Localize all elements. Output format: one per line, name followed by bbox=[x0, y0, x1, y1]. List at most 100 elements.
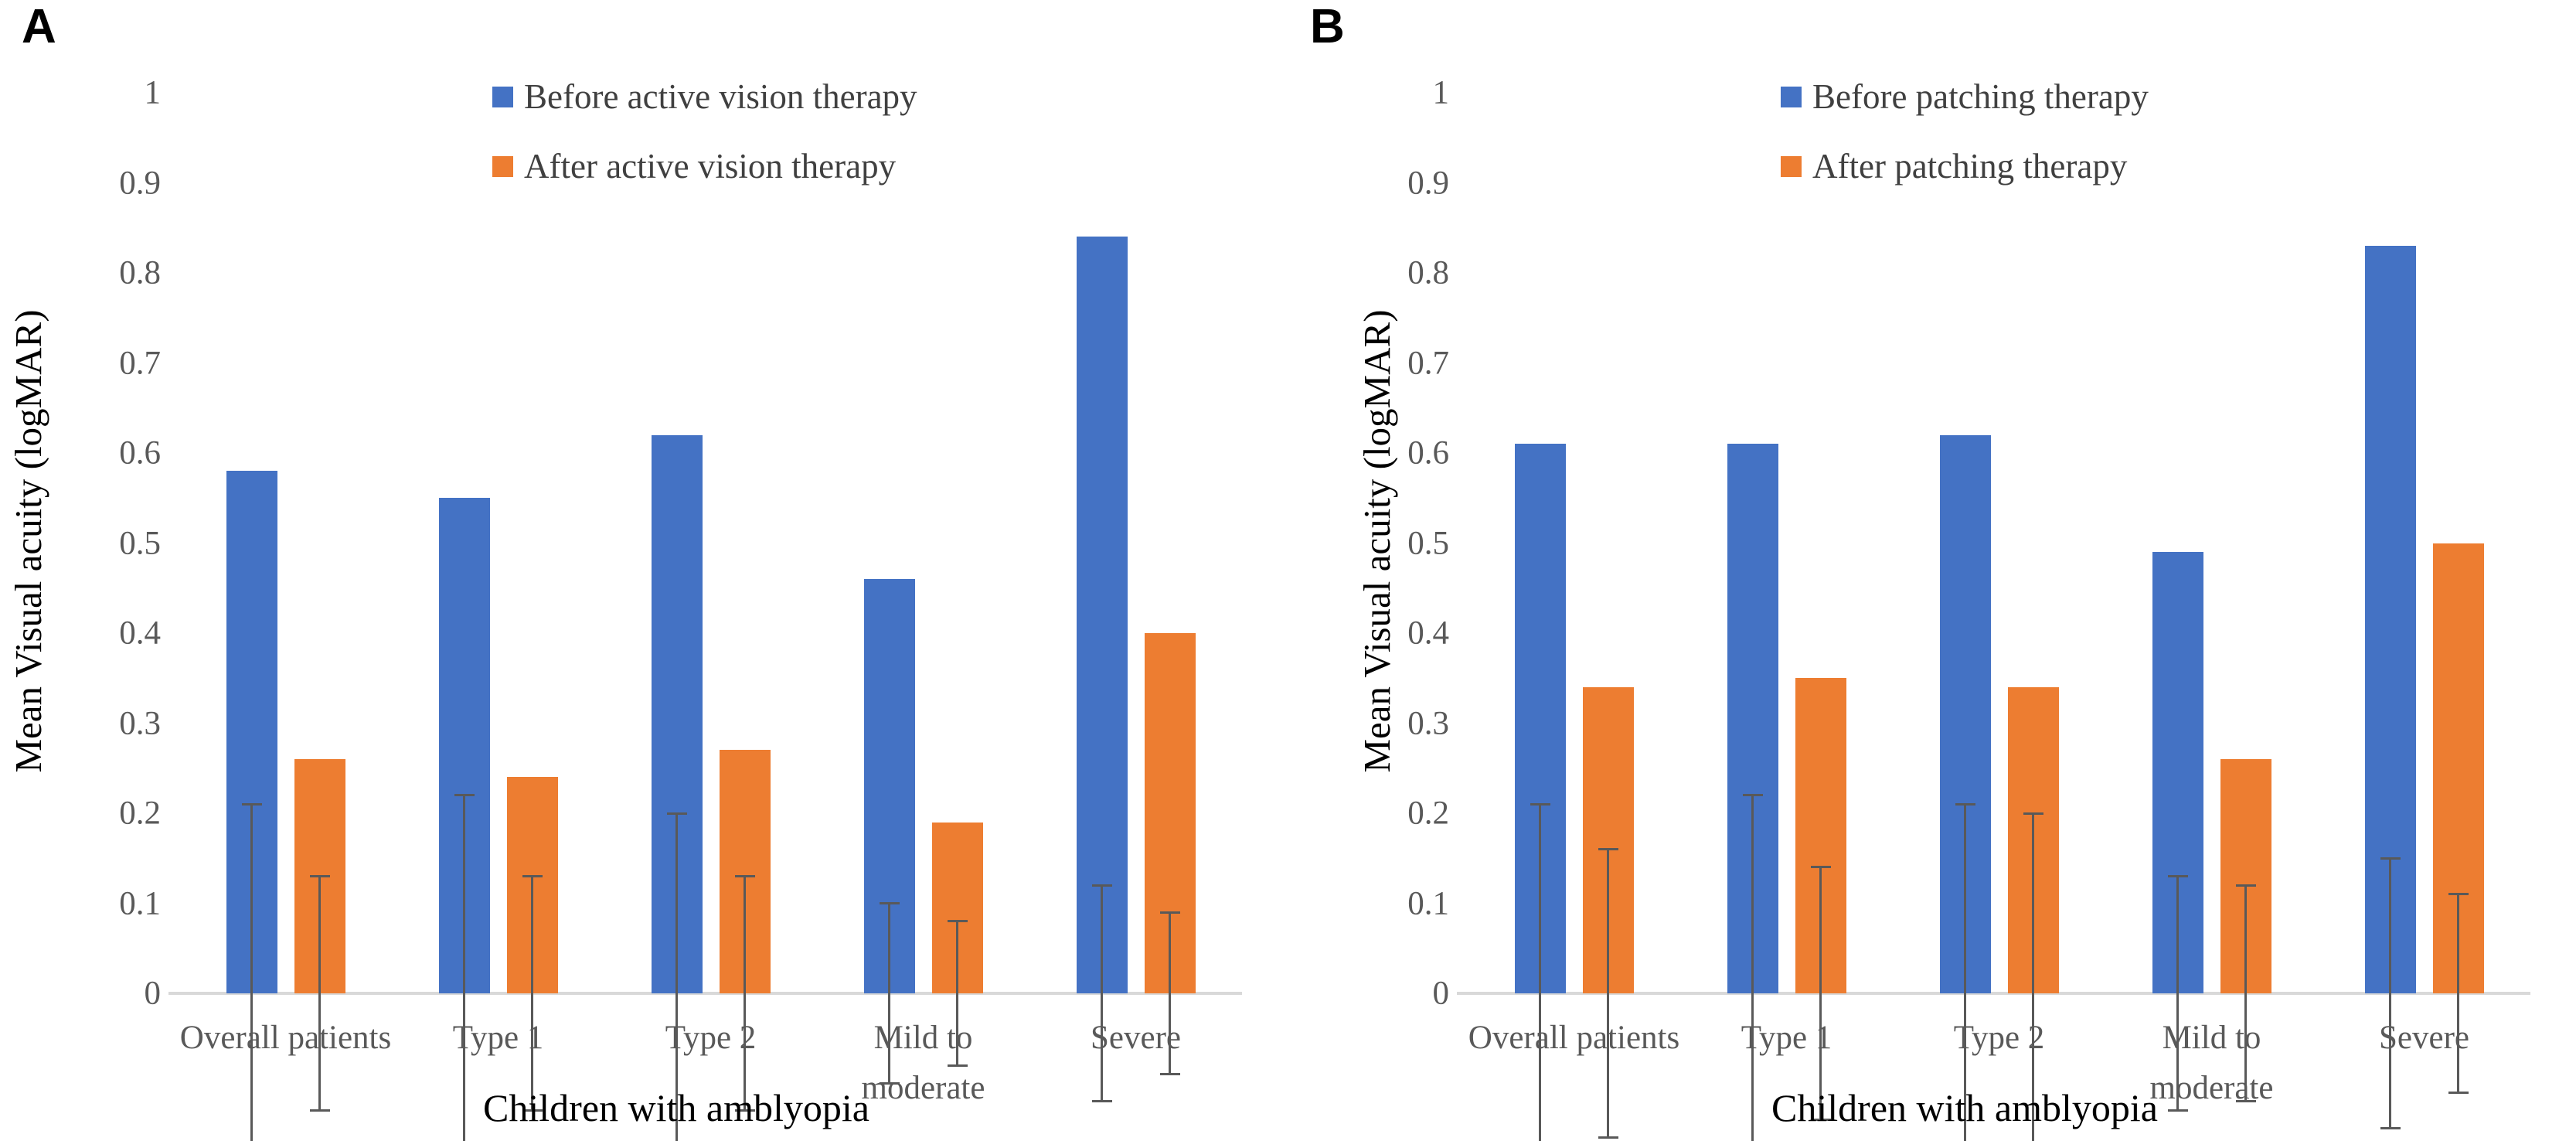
error-bar-line bbox=[888, 903, 890, 1084]
legend-swatch-before bbox=[492, 86, 513, 107]
category-label: Type 1 bbox=[1680, 1013, 1893, 1064]
error-bar-line bbox=[744, 876, 746, 1111]
legend-label-before: Before active vision therapy bbox=[524, 77, 917, 116]
error-bar-cap bbox=[2167, 1109, 2188, 1112]
bar-before bbox=[1076, 237, 1128, 1103]
category-label-text: Mild to moderate bbox=[2149, 1020, 2274, 1106]
bar-after bbox=[506, 777, 558, 1112]
category-label-text: Type 2 bbox=[665, 1020, 757, 1056]
error-bar-cap bbox=[1955, 802, 1975, 806]
error-bar-cap bbox=[1598, 848, 1618, 851]
legend-a: Before active vision therapy After activ… bbox=[492, 77, 917, 216]
bar-before bbox=[438, 498, 490, 1141]
error-bar-line bbox=[1539, 804, 1541, 1141]
category-label: Overall patients bbox=[179, 1013, 392, 1064]
category-group bbox=[1029, 93, 1242, 1103]
error-bar-line bbox=[2389, 858, 2391, 1129]
error-bar-cap bbox=[454, 794, 475, 797]
error-bar-line bbox=[1169, 912, 1171, 1075]
error-bar-cap bbox=[1159, 1073, 1180, 1076]
bar-after bbox=[2007, 686, 2059, 1141]
error-bar-cap bbox=[947, 920, 968, 923]
y-tick-label: 0.3 bbox=[119, 705, 161, 741]
bar-before bbox=[651, 434, 703, 1141]
bar-before bbox=[2364, 246, 2416, 1130]
error-bar-cap bbox=[1530, 802, 1550, 806]
category-group bbox=[392, 93, 604, 1141]
error-bar-cap bbox=[2235, 1100, 2256, 1103]
y-tick-label: 0.5 bbox=[119, 525, 161, 561]
y-tick-label: 0.8 bbox=[119, 254, 161, 291]
error-bar-line bbox=[1819, 867, 1822, 1120]
y-tick-label: 0 bbox=[144, 975, 162, 1012]
error-bar-cap bbox=[309, 1109, 330, 1112]
y-tick-label: 0.2 bbox=[119, 795, 161, 832]
error-bar-cap bbox=[734, 1109, 755, 1112]
bar-before bbox=[863, 579, 915, 1085]
category-label-text: Severe bbox=[2379, 1020, 2469, 1056]
error-bar-line bbox=[1751, 795, 1754, 1141]
error-bar-line bbox=[1607, 849, 1609, 1138]
legend-label-after: After patching therapy bbox=[1812, 147, 2128, 186]
category-label: Severe bbox=[2318, 1013, 2530, 1064]
category-label: Mild to moderate bbox=[2105, 1013, 2318, 1113]
y-axis-title: Mean Visual acuity (logMAR) bbox=[7, 309, 49, 773]
y-tick-label: 0.4 bbox=[119, 615, 161, 652]
error-bar-cap bbox=[2023, 812, 2043, 815]
y-tick-label: 0.9 bbox=[1407, 165, 1449, 201]
bar-after bbox=[1795, 678, 1846, 1121]
error-bar-cap bbox=[2448, 893, 2469, 896]
error-bar-cap bbox=[2167, 875, 2188, 878]
legend-b: Before patching therapy After patching t… bbox=[1781, 77, 2149, 216]
error-bar-cap bbox=[2380, 857, 2401, 860]
category-group bbox=[1893, 93, 2105, 1141]
category-group bbox=[1468, 93, 1680, 1141]
error-bar-cap bbox=[2448, 1091, 2469, 1094]
error-bar-cap bbox=[1810, 866, 1831, 869]
bar-after bbox=[1144, 633, 1196, 1076]
x-axis-line bbox=[1457, 992, 2530, 995]
y-tick-label: 0.1 bbox=[1407, 885, 1449, 921]
bar-before bbox=[1514, 444, 1566, 1141]
category-label: Mild to moderate bbox=[817, 1013, 1029, 1113]
y-tick-label: 0 bbox=[1432, 975, 1450, 1012]
error-bar-cap bbox=[879, 1082, 900, 1085]
category-label: Type 2 bbox=[1893, 1013, 2105, 1064]
y-tick-label: 0.6 bbox=[119, 434, 161, 472]
bar-before bbox=[2152, 552, 2203, 1112]
error-bar-line bbox=[463, 795, 465, 1141]
error-bar-line bbox=[956, 921, 958, 1066]
error-bar-line bbox=[2032, 813, 2034, 1141]
category-group bbox=[2318, 93, 2530, 1130]
error-bar-cap bbox=[947, 1064, 968, 1067]
panel-letter-a: A bbox=[22, 0, 56, 53]
error-bar-line bbox=[1101, 885, 1103, 1102]
legend-item-before: Before active vision therapy bbox=[492, 77, 917, 116]
category-label: Severe bbox=[1029, 1013, 1242, 1064]
panel-b: B Before patching therapy After patching… bbox=[1288, 0, 2576, 1141]
y-tick-label: 0.1 bbox=[119, 885, 161, 921]
category-label-text: Overall patients bbox=[179, 1020, 392, 1056]
error-bar-cap bbox=[522, 1109, 543, 1112]
y-tick-label: 1 bbox=[1432, 74, 1450, 111]
bar-after bbox=[2432, 543, 2484, 1094]
error-bar-line bbox=[250, 804, 253, 1141]
error-bar-line bbox=[531, 876, 533, 1111]
legend-item-after: After active vision therapy bbox=[492, 147, 917, 186]
error-bar-cap bbox=[241, 802, 262, 806]
y-tick-label: 0.6 bbox=[1407, 434, 1449, 472]
error-bar-cap bbox=[1742, 794, 1763, 797]
y-tick-label: 0.4 bbox=[1407, 615, 1449, 652]
plot-area-a: 0 0.1 0.2 0.3 0.4 0.5 0.6 0.7 0.8 0.9 1 Overall pat… bbox=[119, 77, 1242, 1141]
plot-area-b: 0 0.1 0.2 0.3 0.4 0.5 0.6 0.7 0.8 0.9 1 Overall pat… bbox=[1407, 77, 2530, 1141]
error-bar-cap bbox=[1810, 1118, 1831, 1121]
error-bar-cap bbox=[734, 875, 755, 878]
category-label: Type 2 bbox=[604, 1013, 817, 1064]
legend-item-before: Before patching therapy bbox=[1781, 77, 2149, 116]
legend-item-after: After patching therapy bbox=[1781, 147, 2149, 186]
category-label-text: Mild to moderate bbox=[861, 1020, 985, 1106]
category-group bbox=[2105, 93, 2318, 1112]
y-tick-label: 0.8 bbox=[1407, 254, 1449, 291]
bar-before bbox=[1939, 434, 1991, 1141]
